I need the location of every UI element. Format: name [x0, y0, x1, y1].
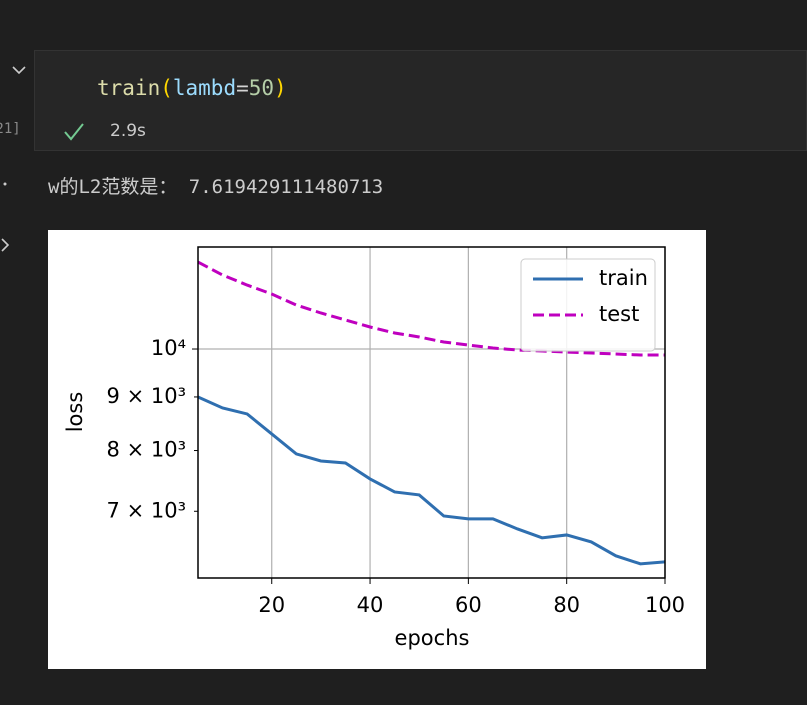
code[interactable]: train(lambd=50)	[97, 76, 287, 100]
x-axis-label: epochs	[395, 626, 470, 650]
code-token: (	[160, 76, 173, 100]
x-tick-label: 100	[645, 593, 685, 617]
expand-chevron[interactable]	[1, 238, 10, 252]
chart: epochs loss 20 40 60 80 100 10⁴ 9 × 10³ 8 × 10³…	[48, 230, 706, 669]
output-dot	[3, 182, 7, 186]
series-line	[198, 395, 665, 566]
code-token: )	[274, 76, 287, 100]
code-token: lambd	[172, 76, 237, 100]
legend-box	[520, 258, 656, 352]
axes-frame	[197, 246, 666, 579]
series-line	[198, 260, 665, 357]
collapse-chevron[interactable]	[12, 66, 26, 75]
y-tick-label: 7 × 10³	[107, 498, 186, 522]
x-tick-label: 20	[258, 593, 285, 617]
y-tick-label: 9 × 10³	[107, 384, 186, 408]
output-text: w的L2范数是： 7.619429111480713	[48, 176, 384, 198]
code-token: train	[97, 76, 161, 100]
x-tick-label: 40	[357, 593, 384, 617]
y-axis-label: loss	[63, 392, 87, 433]
code-cell[interactable]	[34, 50, 807, 151]
duration: 2.9s	[110, 121, 146, 141]
legend-label: test	[599, 302, 639, 326]
x-tick-label: 80	[553, 593, 580, 617]
plot-area	[198, 260, 665, 566]
y-tick-label: 8 × 10³	[107, 438, 186, 462]
x-tick-label: 60	[455, 593, 482, 617]
code-token: =	[236, 76, 249, 100]
execution-label: [21]	[0, 121, 21, 137]
code-token: 50	[248, 76, 275, 100]
y-tick-label: 10⁴	[151, 336, 186, 360]
legend-label: train	[599, 266, 648, 290]
success-check	[64, 123, 84, 141]
